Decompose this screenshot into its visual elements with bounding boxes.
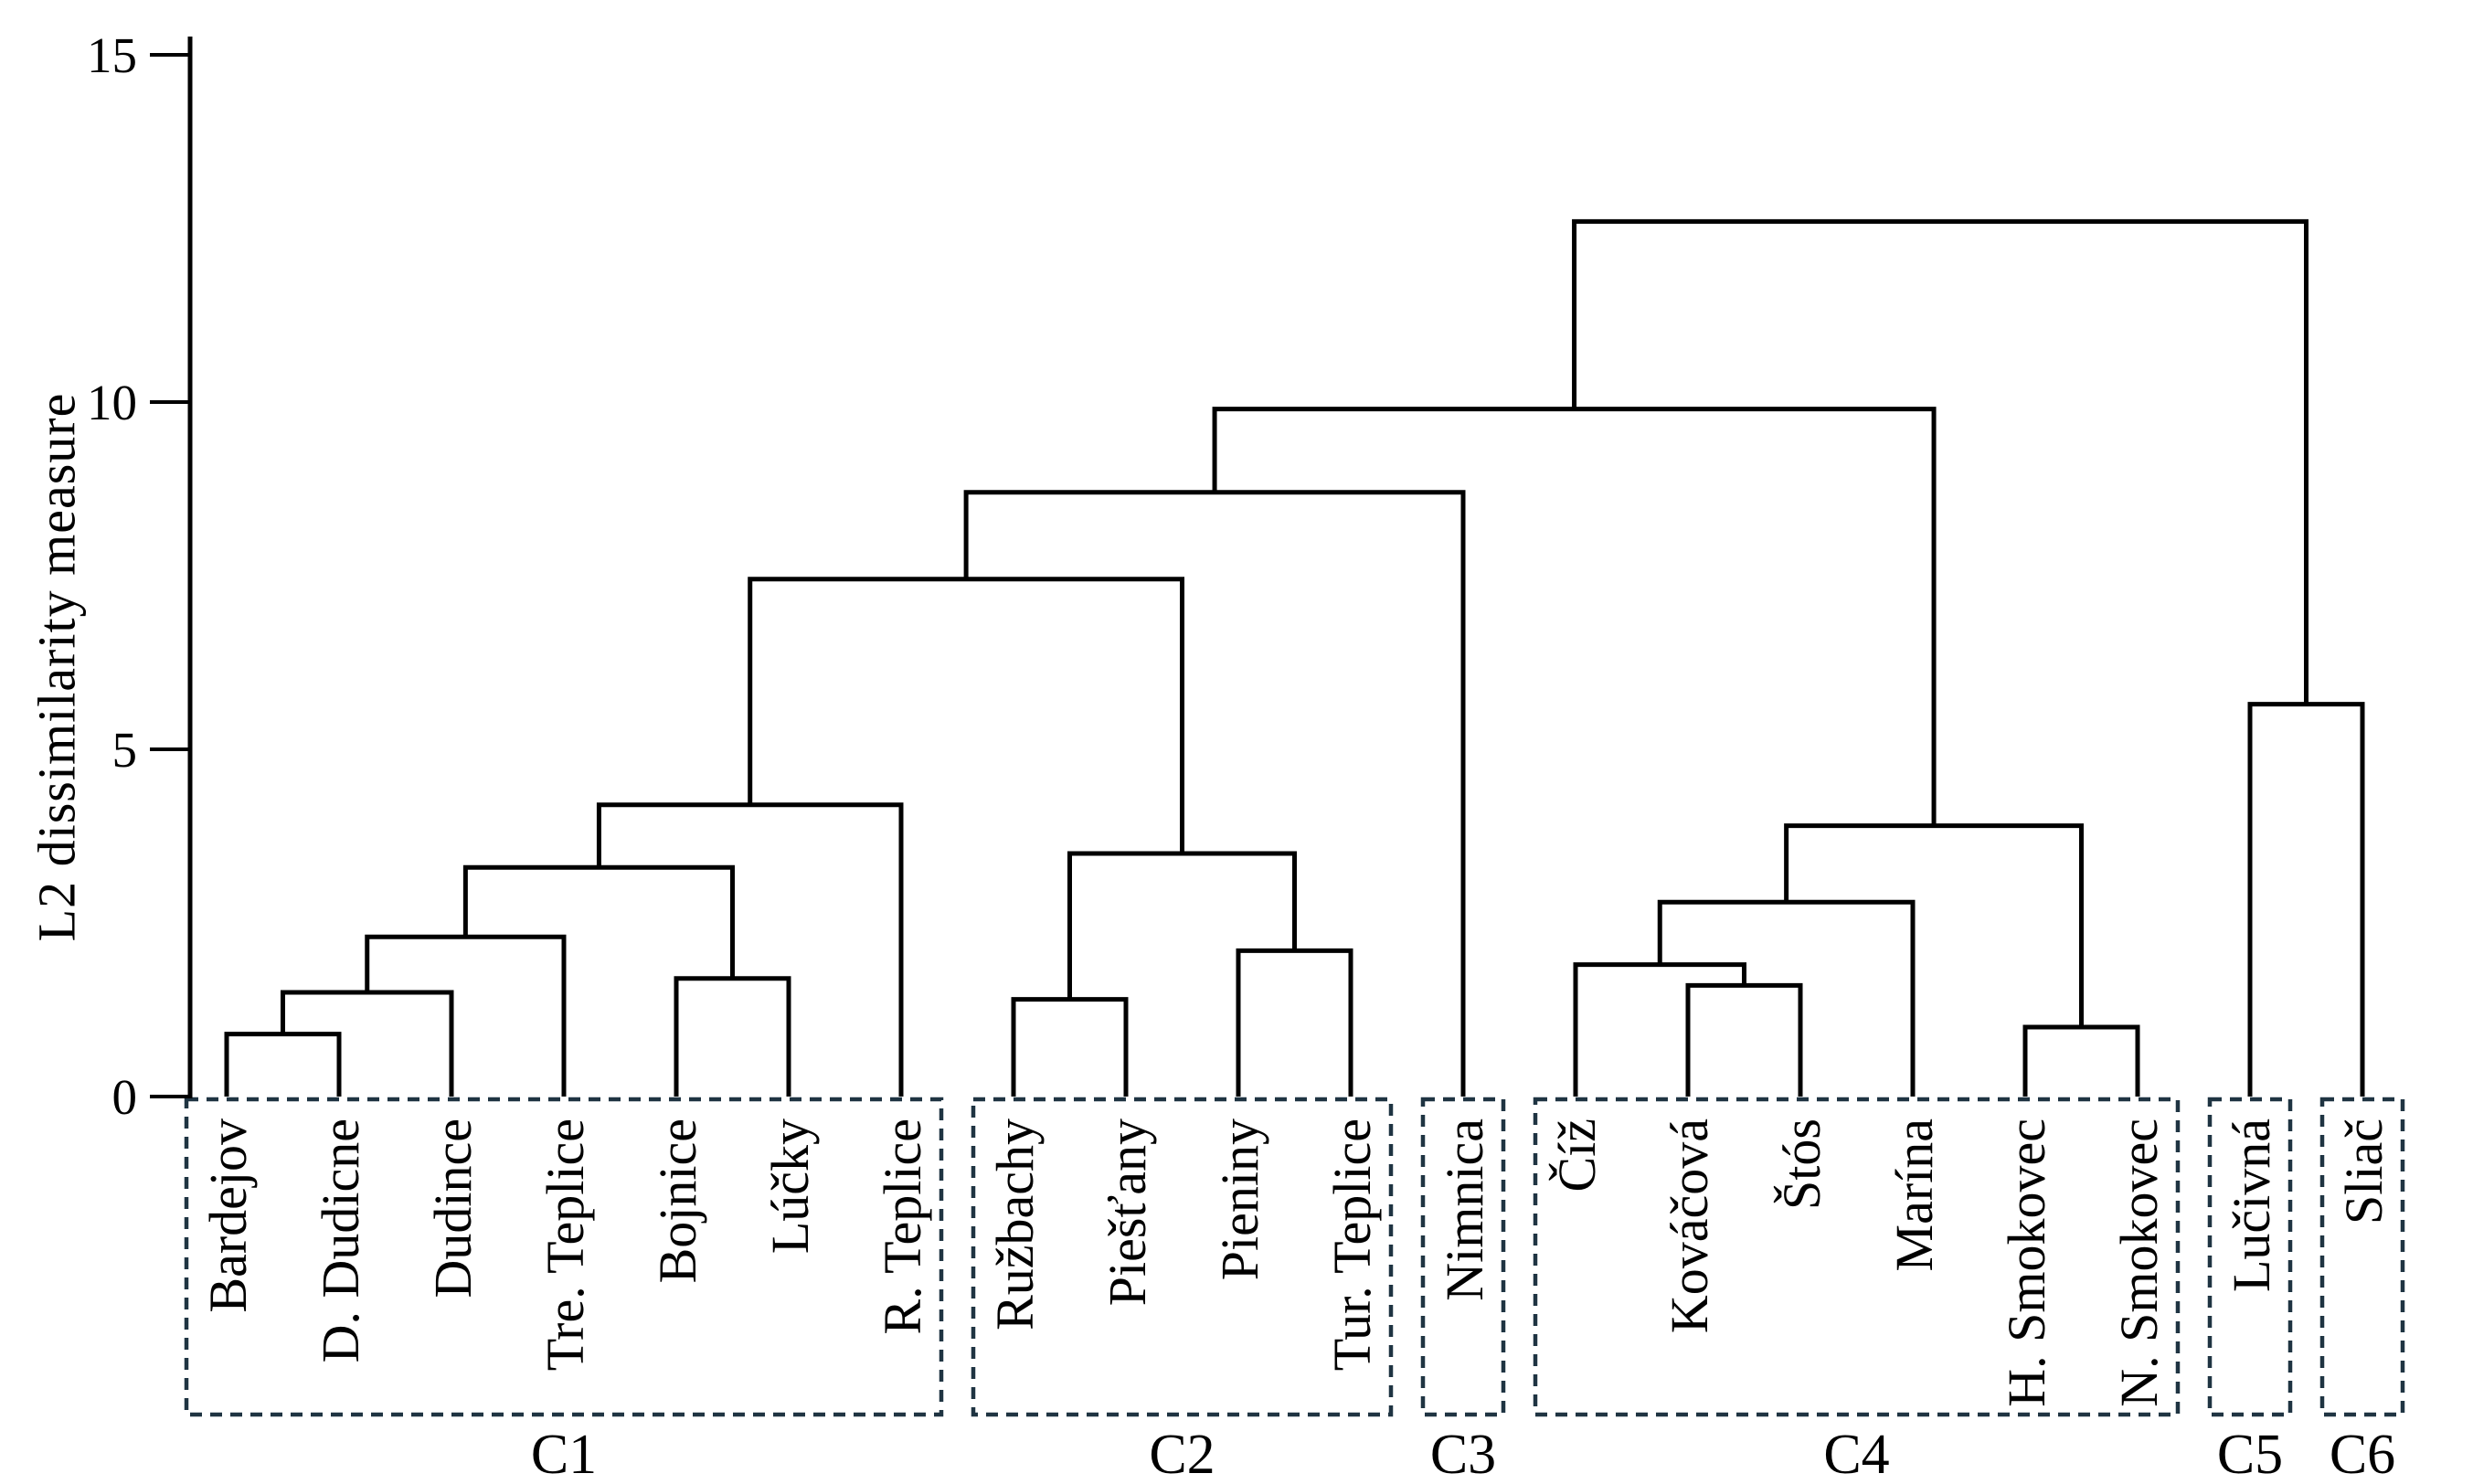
merge-link bbox=[1011, 997, 1129, 1097]
y-axis-title: L2 dissimilarity measure bbox=[27, 392, 87, 942]
leaf-label: D. Dudicne bbox=[311, 1118, 370, 1362]
leaf-label: Dudince bbox=[423, 1118, 483, 1298]
leaf-label: Kováčová bbox=[1660, 1118, 1719, 1333]
y-tick-label: 15 bbox=[87, 27, 137, 83]
cluster-box bbox=[2319, 1097, 2405, 1417]
y-tick-label: 10 bbox=[87, 375, 137, 430]
merge-link bbox=[1685, 982, 1803, 1097]
leaf-label: Lučivná bbox=[2222, 1118, 2281, 1292]
cluster-label: C4 bbox=[1823, 1424, 1889, 1484]
merge-link bbox=[1657, 899, 1916, 1097]
cluster-box bbox=[184, 1097, 944, 1417]
cluster-box bbox=[2207, 1097, 2293, 1417]
merge-link bbox=[1784, 823, 2084, 1027]
merge-link bbox=[1572, 218, 2308, 705]
leaf-label: Marína bbox=[1884, 1118, 1944, 1272]
leaf-label: R. Teplice bbox=[873, 1118, 932, 1334]
merge-link bbox=[1067, 851, 1297, 1000]
leaf-label: Nimnica bbox=[1435, 1118, 1494, 1301]
merge-link bbox=[2247, 702, 2365, 1097]
merge-link bbox=[281, 990, 454, 1097]
leaf-label: Číž bbox=[1547, 1118, 1607, 1192]
leaf-label: Bardejov bbox=[198, 1118, 258, 1313]
y-tick-label: 0 bbox=[112, 1069, 138, 1125]
leaf-label: Štós bbox=[1772, 1118, 1831, 1210]
leaf-label: N. Smokovec bbox=[2109, 1118, 2169, 1407]
merge-link bbox=[224, 1032, 342, 1097]
leaf-label: Pieniny bbox=[1210, 1118, 1269, 1280]
cluster-label: C1 bbox=[531, 1424, 597, 1484]
merge-link bbox=[365, 934, 567, 1097]
merge-link bbox=[674, 976, 791, 1097]
merge-link bbox=[2022, 1024, 2140, 1097]
cluster-box bbox=[971, 1097, 1394, 1417]
merge-link bbox=[748, 577, 1184, 853]
cluster-label: C3 bbox=[1430, 1424, 1496, 1484]
leaf-label: Bojnice bbox=[648, 1118, 707, 1283]
leaf-label: Ružbachy bbox=[985, 1118, 1045, 1330]
leaf-label: Tur. Teplice bbox=[1322, 1118, 1382, 1371]
merge-link bbox=[963, 490, 1466, 1097]
leaf-label: H. Smokovec bbox=[1997, 1118, 2056, 1407]
merge-link bbox=[462, 864, 735, 979]
merge-link bbox=[1236, 948, 1353, 1097]
leaf-label: Tre. Teplice bbox=[536, 1118, 595, 1371]
cluster-label: C2 bbox=[1149, 1424, 1215, 1484]
merge-link bbox=[1212, 407, 1937, 826]
merge-link bbox=[596, 802, 904, 1097]
leaf-label: Sliač bbox=[2334, 1118, 2393, 1224]
cluster-label: C5 bbox=[2217, 1424, 2283, 1484]
y-tick-label: 5 bbox=[112, 722, 138, 778]
cluster-label: C6 bbox=[2330, 1424, 2395, 1484]
leaf-label: Piešťany bbox=[1098, 1118, 1157, 1306]
cluster-box bbox=[1420, 1097, 1506, 1417]
leaf-label: Lúčky bbox=[760, 1118, 820, 1254]
cluster-box bbox=[1533, 1097, 2181, 1417]
